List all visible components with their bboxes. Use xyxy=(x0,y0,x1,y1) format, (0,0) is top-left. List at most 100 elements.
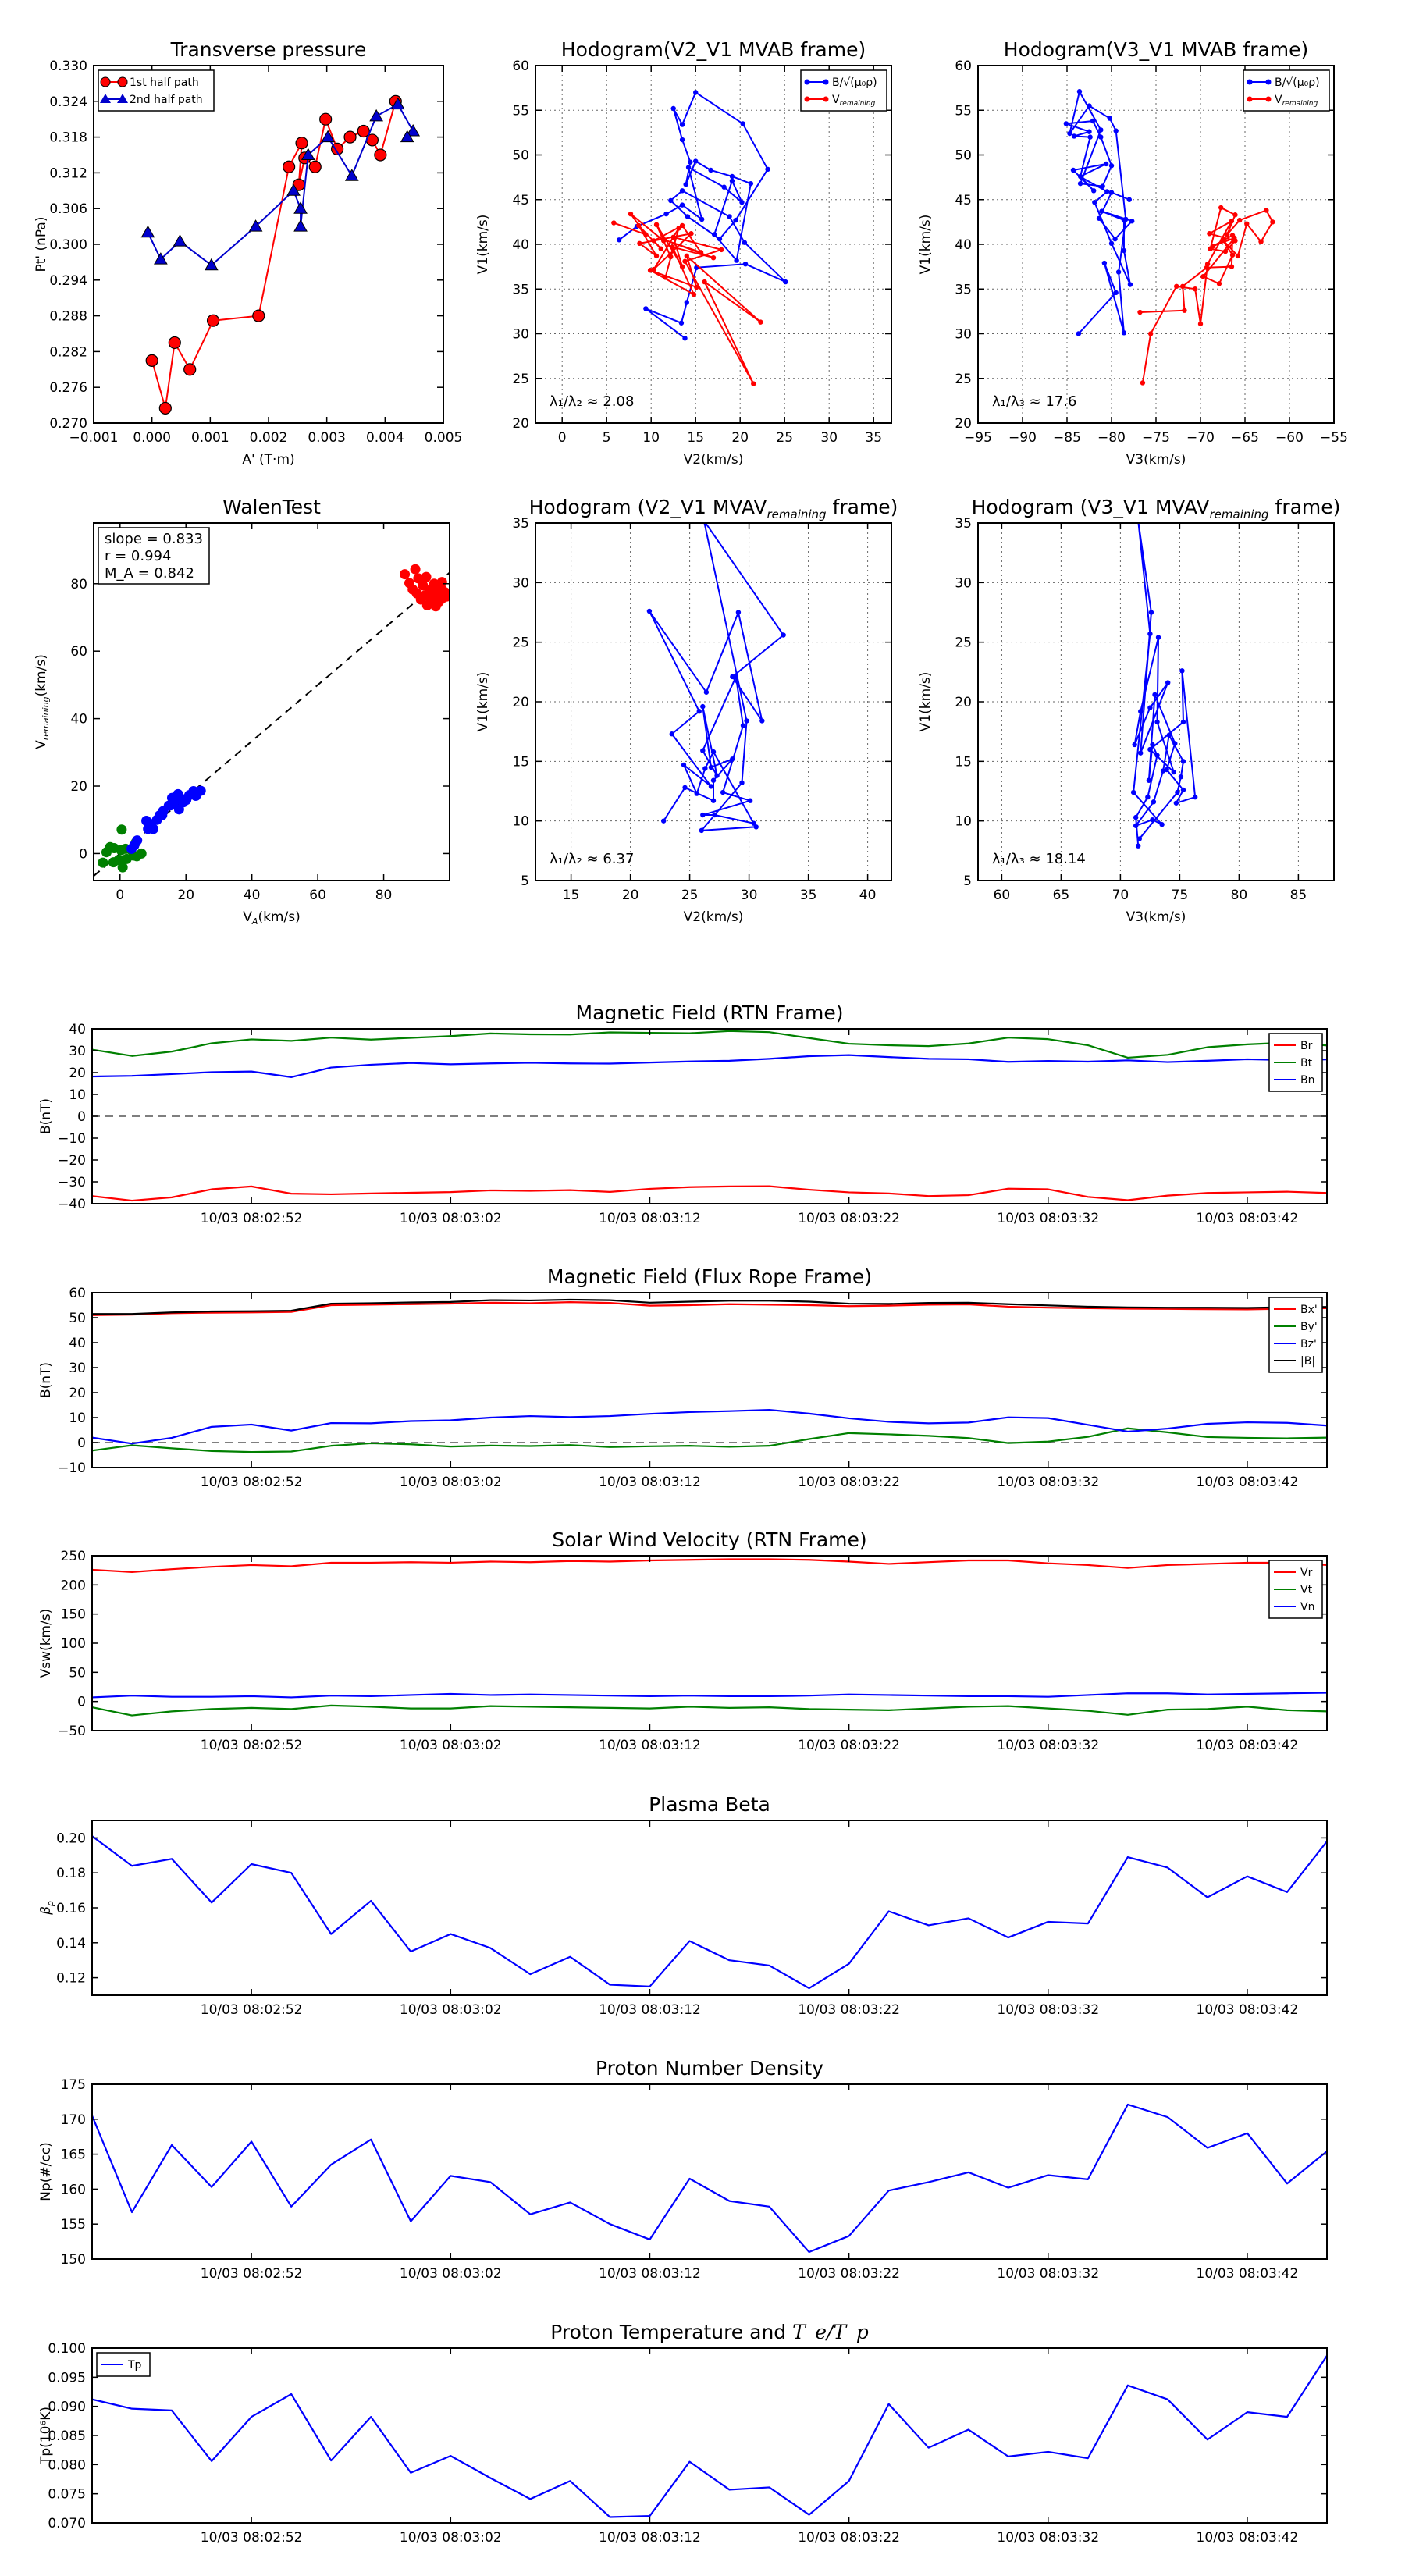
data-point xyxy=(1147,331,1154,336)
data-point xyxy=(1220,237,1225,243)
data-point xyxy=(1232,212,1238,218)
x-tick-label: 10/03 08:03:12 xyxy=(599,2266,701,2282)
x-tick-label: 10/03 08:03:32 xyxy=(997,2266,1099,2282)
data-point xyxy=(1071,133,1077,139)
y-tick-label: 5 xyxy=(963,873,972,889)
x-tick-label: 0.003 xyxy=(308,430,346,446)
x-tick-label: 15 xyxy=(687,430,704,446)
legend-label: 2nd half path xyxy=(130,94,203,106)
data-point xyxy=(1264,208,1269,213)
y-tick-label: −40 xyxy=(58,1197,86,1212)
data-point xyxy=(700,748,706,753)
data-point xyxy=(1154,719,1160,725)
x-tick-label: 10/03 08:03:42 xyxy=(1197,1738,1299,1753)
data-point xyxy=(1229,233,1236,238)
eigenvalue-ratio: λ₁/λ₃ ≈ 17.6 xyxy=(992,393,1076,410)
x-tick-label: 0.001 xyxy=(191,430,229,446)
stats-text: r = 0.994 xyxy=(105,548,171,564)
x-axis-label: VA(km/s) xyxy=(243,909,300,927)
series-group xyxy=(92,1558,1327,1717)
data-point xyxy=(145,354,158,367)
data-point xyxy=(1180,719,1186,725)
stats-text: slope = 0.833 xyxy=(105,531,203,547)
x-tick-label: 10/03 08:03:42 xyxy=(1197,2530,1299,2546)
data-point xyxy=(694,791,699,796)
data-point xyxy=(1113,128,1119,133)
chart-9: 10/03 08:02:52 10/03 08:03:02 10/03 08:03:… xyxy=(38,1793,1328,2018)
data-point xyxy=(1154,753,1160,758)
series-group xyxy=(92,2355,1327,2518)
data-point xyxy=(611,220,617,226)
data-point xyxy=(1258,239,1264,244)
data-point xyxy=(1104,189,1110,194)
stats-box xyxy=(98,527,210,585)
x-tick-label: 30 xyxy=(820,430,838,446)
data-point xyxy=(714,773,720,778)
y-axis-label: V1(km/s) xyxy=(918,672,934,732)
y-tick-label: 40 xyxy=(512,237,529,253)
data-point xyxy=(651,266,656,272)
data-point xyxy=(765,166,770,173)
series-line-Bt xyxy=(92,1030,1327,1059)
legend-marker xyxy=(823,96,829,102)
x-tick-label: 10/03 08:03:22 xyxy=(798,1211,900,1226)
label-rest: (km/s) xyxy=(34,654,49,696)
series-line-Np xyxy=(92,2103,1327,2254)
data-point xyxy=(204,258,219,271)
x-tick-label: 10/03 08:03:02 xyxy=(400,1738,502,1753)
stats-text: M_A = 0.842 xyxy=(105,565,194,582)
legend-marker xyxy=(804,96,810,102)
legend: B/√(μ₀ρ)Vremaining xyxy=(1243,69,1330,112)
y-tick-label: 150 xyxy=(61,2252,86,2268)
data-point xyxy=(283,160,296,173)
data-point xyxy=(116,824,127,835)
y-tick-label: 50 xyxy=(69,1665,86,1681)
data-point xyxy=(1129,219,1135,224)
y-tick-label: 20 xyxy=(955,695,972,710)
data-point xyxy=(1115,269,1122,275)
data-point xyxy=(1103,161,1109,167)
x-tick-label: 15 xyxy=(563,888,580,903)
y-tick-label: 155 xyxy=(61,2217,86,2233)
x-tick-label: 0 xyxy=(558,430,567,446)
y-tick-label: 20 xyxy=(955,416,972,432)
legend-label: 1st half path xyxy=(130,76,199,89)
data-point xyxy=(678,320,685,326)
y-axis-label: V1(km/s) xyxy=(475,215,491,275)
y-axis-label: Pt' (nPa) xyxy=(34,217,49,272)
data-point xyxy=(694,284,699,290)
data-point xyxy=(702,279,707,285)
data-point xyxy=(691,291,697,297)
y-tick-label: 35 xyxy=(512,516,529,532)
data-point xyxy=(668,254,674,260)
y-tick-label: 0.288 xyxy=(49,309,87,325)
x-tick-label: 10/03 08:02:52 xyxy=(201,2002,303,2018)
legend-label: Bn xyxy=(1300,1074,1314,1087)
series-line-V xyxy=(648,523,784,831)
data-point xyxy=(712,812,717,818)
data-point xyxy=(747,798,753,803)
y-tick-label: 0.300 xyxy=(49,237,87,253)
data-point xyxy=(679,122,685,127)
legend-sub: remaining xyxy=(840,100,876,108)
data-point xyxy=(700,812,706,818)
series-line-Bz' xyxy=(92,1408,1327,1445)
data-point xyxy=(1112,236,1118,242)
data-point xyxy=(136,848,147,859)
title-end: frame) xyxy=(1269,496,1341,518)
data-point xyxy=(670,244,675,250)
x-tick-label: 10/03 08:03:32 xyxy=(997,1475,1099,1490)
data-point xyxy=(1216,281,1222,286)
data-point xyxy=(1229,264,1235,269)
data-point xyxy=(1077,173,1083,180)
data-point xyxy=(740,723,746,728)
data-point xyxy=(195,785,206,796)
label-rest: (km/s) xyxy=(258,909,300,925)
data-point xyxy=(710,749,717,755)
data-point xyxy=(1178,774,1184,780)
data-point xyxy=(1070,167,1076,173)
data-point xyxy=(1140,380,1146,386)
data-point xyxy=(683,182,688,187)
y-tick-label: 50 xyxy=(69,1311,86,1326)
